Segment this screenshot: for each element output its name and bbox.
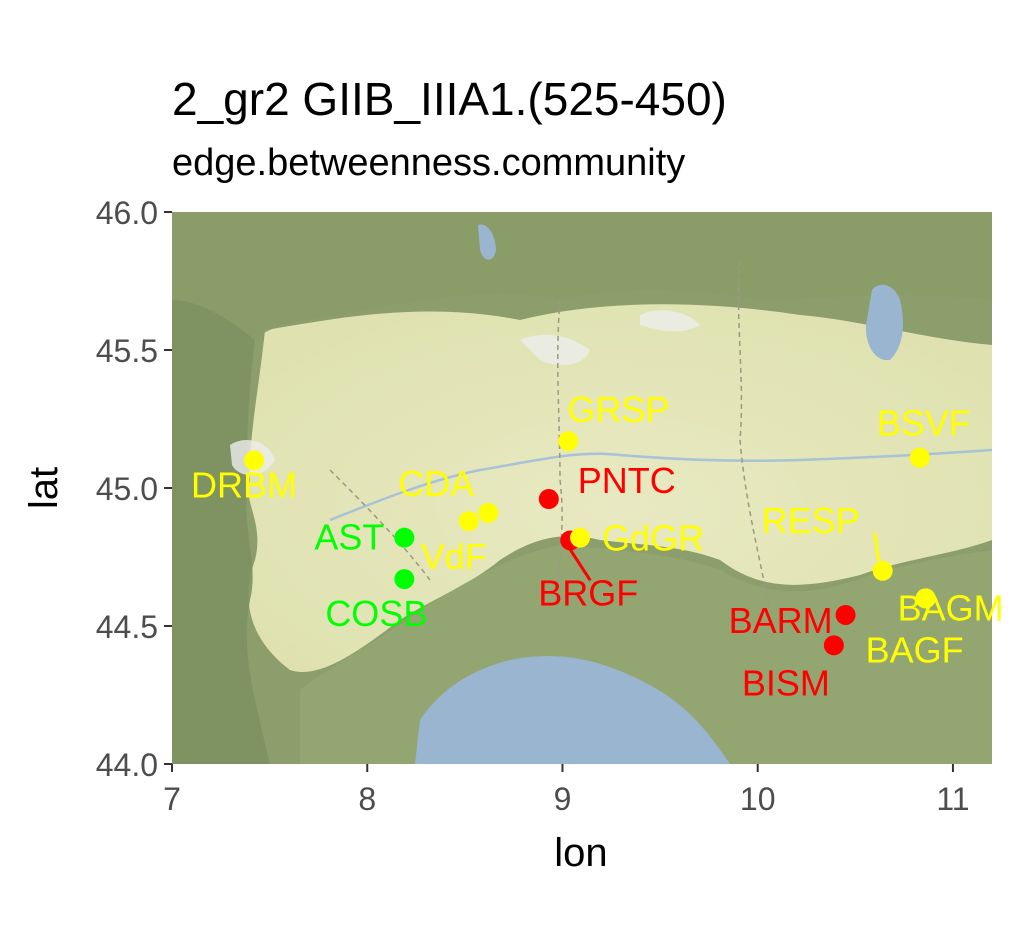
point-labels: DRBM AST COSB CDA VdF GRSP PNTC BRGF GdGR BSVF RES… — [191, 389, 1004, 703]
y-tick-label: 44.5 — [96, 609, 158, 645]
snow-peaks — [230, 310, 700, 476]
western-alps — [172, 300, 270, 764]
station-label-cda: CDA — [398, 463, 474, 504]
station-point-bism — [823, 635, 844, 656]
po-river — [329, 448, 992, 522]
station-label-grsp: GRSP — [567, 389, 669, 430]
station-point-ast — [394, 527, 415, 548]
station-label-ast: AST — [314, 517, 384, 558]
station-label-drbm: DRBM — [191, 464, 297, 505]
lake-garda — [865, 284, 903, 361]
station-point-vdf — [458, 511, 479, 532]
x-tick-label: 9 — [554, 781, 572, 817]
x-tick-label: 8 — [358, 781, 376, 817]
station-label-bism: BISM — [742, 662, 830, 703]
y-tick-label: 46.0 — [96, 195, 158, 231]
y-axis: 44.0 44.5 45.0 45.5 46.0 — [96, 195, 172, 783]
station-point-resp — [872, 560, 893, 581]
leader-line — [873, 532, 881, 562]
station-label-barm: BARM — [729, 600, 833, 641]
station-point-pntc — [538, 489, 559, 510]
po-plain — [247, 304, 992, 672]
station-label-bagf: BAGF — [866, 629, 964, 670]
station-label-bsvf: BSVF — [877, 403, 971, 444]
basemap — [172, 212, 992, 764]
chart-title: 2_gr2 GIIB_IIIA1.(525-450) — [172, 73, 727, 125]
station-label-pntc: PNTC — [578, 460, 676, 501]
x-axis: 7 8 9 10 11 — [163, 764, 970, 817]
station-point-barm — [835, 604, 856, 625]
station-point-gdgr — [570, 527, 591, 548]
x-axis-title: lon — [554, 831, 607, 875]
y-axis-title: lat — [22, 467, 66, 509]
x-tick-label: 10 — [740, 781, 776, 817]
data-points — [244, 431, 936, 656]
station-label-gdgr: GdGR — [602, 518, 704, 559]
alps-north — [172, 212, 992, 340]
station-label-vdf: VdF — [421, 536, 487, 577]
y-tick-label: 45.0 — [96, 471, 158, 507]
regional-borders — [329, 259, 771, 611]
x-tick-label: 7 — [163, 781, 181, 817]
station-label-bagm: BAGM — [898, 587, 1004, 628]
lake-maggiore — [478, 224, 496, 260]
station-label-cosb: COSB — [325, 593, 427, 634]
station-point-cda — [478, 502, 499, 523]
station-point-drbm — [244, 450, 264, 471]
x-tick-label: 11 — [936, 781, 969, 817]
y-tick-label: 44.0 — [96, 747, 158, 783]
chart-subtitle: edge.betweenness.community — [172, 142, 686, 184]
y-tick-label: 45.5 — [96, 333, 158, 369]
ligurian-sea — [415, 656, 730, 764]
station-label-resp: RESP — [762, 500, 860, 541]
station-label-brgf: BRGF — [538, 572, 638, 613]
station-point-cosb — [394, 569, 415, 590]
station-point-bagf — [915, 588, 936, 609]
station-point-bsvf — [909, 447, 930, 468]
station-point-grsp — [558, 431, 579, 452]
